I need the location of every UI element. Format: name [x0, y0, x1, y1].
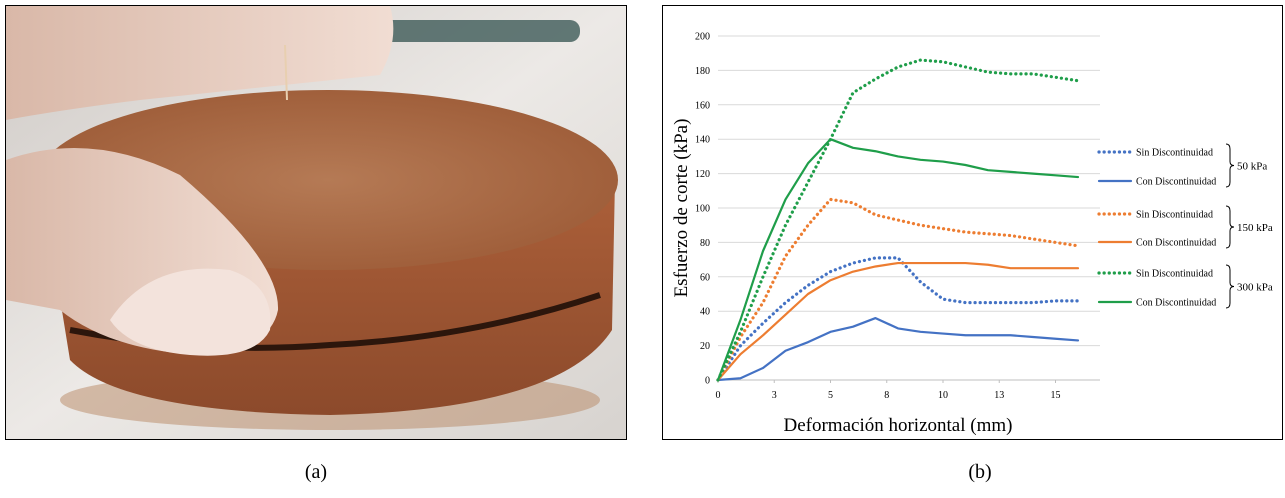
y-tick-label: 160: [695, 100, 710, 111]
y-tick-label: 140: [695, 135, 710, 146]
caption: (a): [305, 461, 327, 483]
y-tick-label: 200: [695, 32, 710, 43]
x-axis-title: Deformación horizontal (mm): [784, 415, 1013, 436]
legend-group-label: 150 kPa: [1237, 222, 1273, 234]
y-axis-title: Esfuerzo de corte (kPa): [671, 119, 692, 298]
figure: 0 20 40 60 80 100 120 140 160 180 200 0 3 5 8 10 13 15 Def…: [0, 0, 1285, 493]
x-tick-label: 8: [884, 390, 889, 401]
y-tick-label: 120: [695, 169, 710, 180]
legend-group-label: 300 kPa: [1237, 282, 1273, 294]
y-tick-label: 40: [700, 307, 710, 318]
x-tick-label: 5: [828, 390, 833, 401]
x-tick-label: 15: [1051, 390, 1061, 401]
legend-label: Sin Discontinuidad: [1136, 148, 1213, 159]
y-tick-label: 80: [700, 238, 710, 249]
x-tick-label: 10: [938, 390, 948, 401]
y-tick-label: 20: [700, 341, 710, 352]
x-tick-label: 0: [716, 390, 721, 401]
legend-label: Con Discontinuidad: [1136, 298, 1216, 309]
x-tick-label: 13: [994, 390, 1004, 401]
page: {"chart_data": { "type": "line", "x_labe…: [0, 0, 1285, 493]
y-tick-label: 180: [695, 66, 710, 77]
photo: [6, 6, 626, 439]
legend-label: Sin Discontinuidad: [1136, 210, 1213, 221]
y-tick-label: 0: [705, 376, 710, 387]
caption: (b): [968, 461, 991, 483]
y-tick-label: 60: [700, 272, 710, 283]
y-tick-label: 100: [695, 204, 710, 215]
x-tick-label: 3: [772, 390, 777, 401]
legend-label: Con Discontinuidad: [1136, 177, 1216, 188]
legend-label: Con Discontinuidad: [1136, 238, 1216, 249]
legend-label: Sin Discontinuidad: [1136, 269, 1213, 280]
legend-group-label: 50 kPa: [1237, 161, 1267, 173]
